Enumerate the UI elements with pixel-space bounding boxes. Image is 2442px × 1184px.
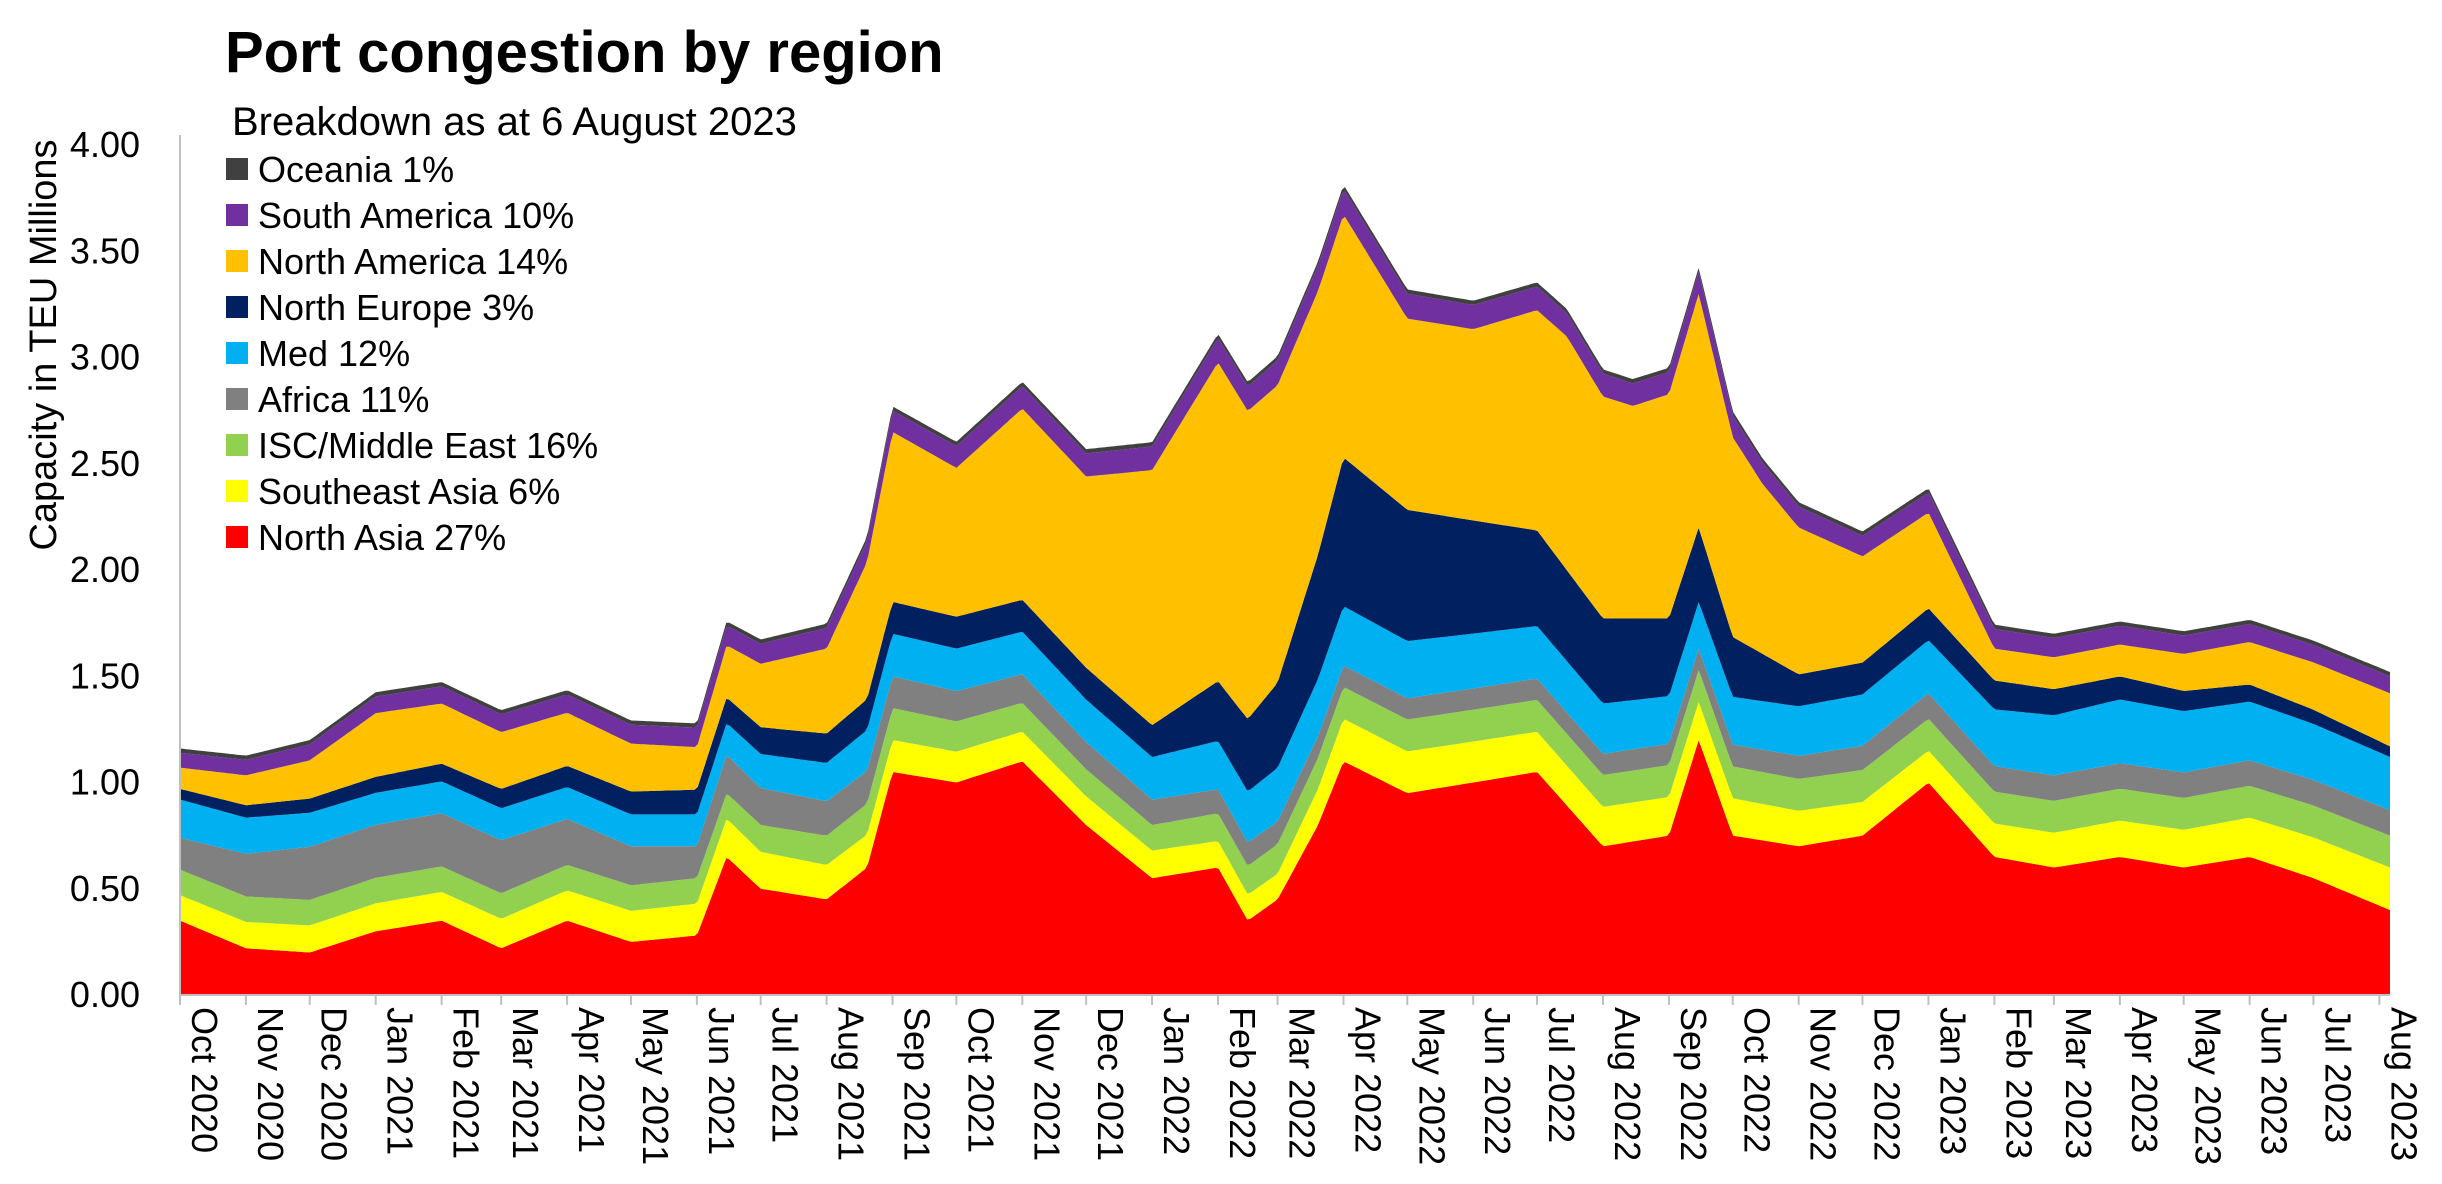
- x-tick-label: Jan 2021: [380, 1007, 421, 1155]
- legend-label: South America 10%: [258, 195, 574, 236]
- legend-label: Oceania 1%: [258, 149, 454, 190]
- y-tick-label: 1.50: [70, 655, 140, 696]
- x-tick-label: Oct 2021: [960, 1007, 1001, 1153]
- x-tick-label: Mar 2023: [2058, 1007, 2099, 1159]
- y-tick-label: 2.50: [70, 443, 140, 484]
- legend-label: ISC/Middle East 16%: [258, 425, 598, 466]
- legend-swatch: [226, 158, 248, 180]
- x-tick-label: Apr 2022: [1347, 1007, 1388, 1153]
- y-tick-label: 3.50: [70, 230, 140, 271]
- x-tick-label: Jun 2023: [2254, 1007, 2295, 1155]
- area-north-asia: [180, 740, 2390, 995]
- x-tick-label: Aug 2021: [831, 1007, 872, 1161]
- x-tick-label: May 2022: [1411, 1007, 1452, 1165]
- legend-label: Africa 11%: [258, 379, 429, 420]
- x-tick-label: Sep 2022: [1673, 1007, 1714, 1161]
- x-tick-label: Oct 2022: [1737, 1007, 1778, 1153]
- legend-label: North Europe 3%: [258, 287, 534, 328]
- y-tick-label: 3.00: [70, 337, 140, 378]
- x-tick-label: Jul 2022: [1541, 1007, 1582, 1143]
- legend-swatch: [226, 342, 248, 364]
- legend-label: North Asia 27%: [258, 517, 506, 558]
- x-tick-label: Feb 2021: [446, 1007, 487, 1159]
- x-tick-label: Jan 2023: [1932, 1007, 1973, 1155]
- legend: Oceania 1% South America 10% North America…: [226, 149, 598, 558]
- area-north-europe: [180, 458, 2390, 818]
- axes: 0.00 0.50 1.00 1.50 2.00 2.50 3.00 3.50 4.00 Oct …: [70, 124, 2424, 1165]
- x-tick-label: Mar 2021: [505, 1007, 546, 1159]
- y-tick-label: 1.00: [70, 762, 140, 803]
- legend-swatch: [226, 204, 248, 226]
- y-axis-label: Capacity in TEU Millions: [23, 139, 65, 550]
- legend-swatch: [226, 296, 248, 318]
- y-tick-label: 0.50: [70, 868, 140, 909]
- x-tick-label: Jul 2021: [765, 1007, 806, 1143]
- stacked-areas: [180, 187, 2390, 995]
- legend-swatch: [226, 480, 248, 502]
- x-tick-label: Jan 2022: [1156, 1007, 1197, 1155]
- legend-label: Southeast Asia 6%: [258, 471, 560, 512]
- legend-swatch: [226, 526, 248, 548]
- x-tick-label: Jul 2023: [2317, 1007, 2358, 1143]
- x-tick-label: Nov 2022: [1803, 1007, 1844, 1161]
- x-tick-label: Mar 2022: [1282, 1007, 1323, 1159]
- legend-swatch: [226, 434, 248, 456]
- chart-title: Port congestion by region: [225, 20, 944, 85]
- x-tick-label: May 2021: [635, 1007, 676, 1165]
- x-tick-label: Jun 2022: [1477, 1007, 1518, 1155]
- legend-swatch: [226, 250, 248, 272]
- chart-subtitle: Breakdown as at 6 August 2023: [232, 100, 797, 144]
- legend-label: Med 12%: [258, 333, 410, 374]
- x-tick-label: Oct 2020: [184, 1007, 225, 1153]
- x-tick-label: Sep 2021: [897, 1007, 938, 1161]
- x-tick-label: Feb 2023: [1998, 1007, 2039, 1159]
- x-tick-label: Feb 2022: [1222, 1007, 1263, 1159]
- x-tick-label: Aug 2023: [2383, 1007, 2424, 1161]
- y-tick-label: 2.00: [70, 549, 140, 590]
- x-tick-label: Nov 2020: [250, 1007, 291, 1161]
- y-tick-label: 0.00: [70, 974, 140, 1015]
- x-tick-label: Nov 2021: [1026, 1007, 1067, 1161]
- legend-swatch: [226, 388, 248, 410]
- x-tick-label: Dec 2021: [1090, 1007, 1131, 1161]
- area-north-america: [180, 216, 2390, 806]
- x-tick-label: Apr 2021: [571, 1007, 612, 1153]
- legend-label: North America 14%: [258, 241, 568, 282]
- y-tick-label: 4.00: [70, 124, 140, 165]
- x-tick-label: Dec 2022: [1866, 1007, 1907, 1161]
- x-tick-label: Apr 2023: [2124, 1007, 2165, 1153]
- x-tick-label: May 2023: [2188, 1007, 2229, 1165]
- x-tick-label: Jun 2021: [701, 1007, 742, 1155]
- area-south-america: [180, 191, 2390, 776]
- x-tick-label: Aug 2022: [1607, 1007, 1648, 1161]
- x-tick-label: Dec 2020: [314, 1007, 355, 1161]
- area-med: [180, 602, 2390, 854]
